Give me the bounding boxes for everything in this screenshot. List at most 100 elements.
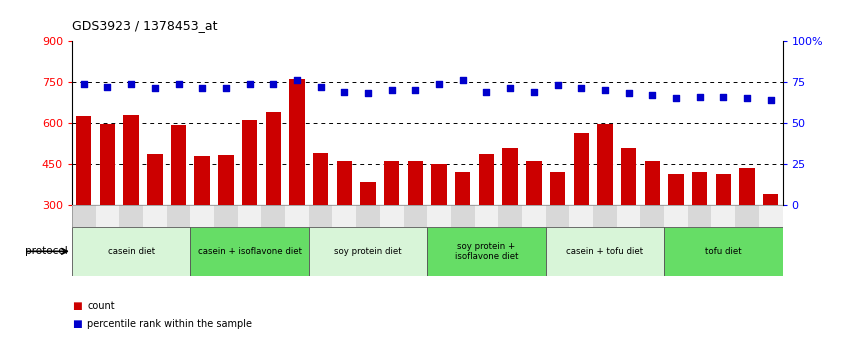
Bar [167,205,190,227]
Bar [498,205,522,227]
Text: soy protein +
isoflavone diet: soy protein + isoflavone diet [454,242,519,261]
Point [740,96,754,101]
Bar [668,174,684,205]
Text: ■: ■ [72,301,82,311]
Bar [597,124,613,205]
Point [574,86,588,91]
Point [527,89,541,95]
Bar [100,124,115,205]
Point [219,86,233,91]
Bar [503,148,518,205]
Bar [313,153,328,205]
Bar [309,227,427,276]
Point [693,94,706,99]
Bar [119,205,143,227]
Bar [763,194,778,205]
Bar [621,148,636,205]
Point [456,78,470,83]
Bar [76,116,91,205]
Bar [759,205,783,227]
Bar [309,205,332,227]
Bar [526,161,541,205]
Bar [214,205,238,227]
Bar [72,205,96,227]
Bar [266,112,281,205]
Bar [640,205,664,227]
Bar [546,227,664,276]
Point [172,81,185,86]
Bar [190,205,214,227]
Bar [238,205,261,227]
Point [314,84,327,90]
Bar [143,205,167,227]
Text: percentile rank within the sample: percentile rank within the sample [87,319,252,329]
Bar [195,156,210,205]
Bar [380,205,404,227]
Bar [664,205,688,227]
Text: casein + isoflavone diet: casein + isoflavone diet [198,247,301,256]
Text: ■: ■ [72,319,82,329]
Point [598,87,612,93]
Text: casein + tofu diet: casein + tofu diet [566,247,644,256]
Bar [569,205,593,227]
Bar [404,205,427,227]
Bar [593,205,617,227]
Text: GDS3923 / 1378453_at: GDS3923 / 1378453_at [72,19,217,32]
Bar [522,205,546,227]
Point [361,91,375,96]
Point [669,96,683,101]
Text: soy protein diet: soy protein diet [334,247,402,256]
Bar [431,164,447,205]
Bar [218,155,233,205]
Bar [455,172,470,205]
Bar [735,205,759,227]
Bar [261,205,285,227]
Point [101,84,114,90]
Bar [285,205,309,227]
Bar [147,154,162,205]
Bar [574,133,589,205]
Bar [716,174,731,205]
Bar [664,227,783,276]
Bar [427,205,451,227]
Bar [692,172,707,205]
Point [717,94,730,99]
Point [764,97,777,103]
Text: tofu diet: tofu diet [705,247,742,256]
Bar [739,168,755,205]
Bar [171,125,186,205]
Point [266,81,280,86]
Point [503,86,517,91]
Bar [360,182,376,205]
Bar [72,227,190,276]
Bar [384,161,399,205]
Point [385,87,398,93]
Point [77,81,91,86]
Point [195,86,209,91]
Text: protocol: protocol [25,246,68,256]
Point [432,81,446,86]
Bar [190,227,309,276]
Bar [617,205,640,227]
Bar [645,161,660,205]
Point [409,87,422,93]
Bar [408,161,423,205]
Bar [688,205,711,227]
Bar [479,154,494,205]
Bar [550,172,565,205]
Bar [96,205,119,227]
Bar [124,115,139,205]
Bar [451,205,475,227]
Bar [332,205,356,227]
Text: casein diet: casein diet [107,247,155,256]
Bar [337,161,352,205]
Bar [427,227,546,276]
Bar [242,120,257,205]
Point [622,91,635,96]
Point [551,82,564,88]
Point [148,86,162,91]
Bar [289,79,305,205]
Point [338,89,351,95]
Bar [546,205,569,227]
Bar [475,205,498,227]
